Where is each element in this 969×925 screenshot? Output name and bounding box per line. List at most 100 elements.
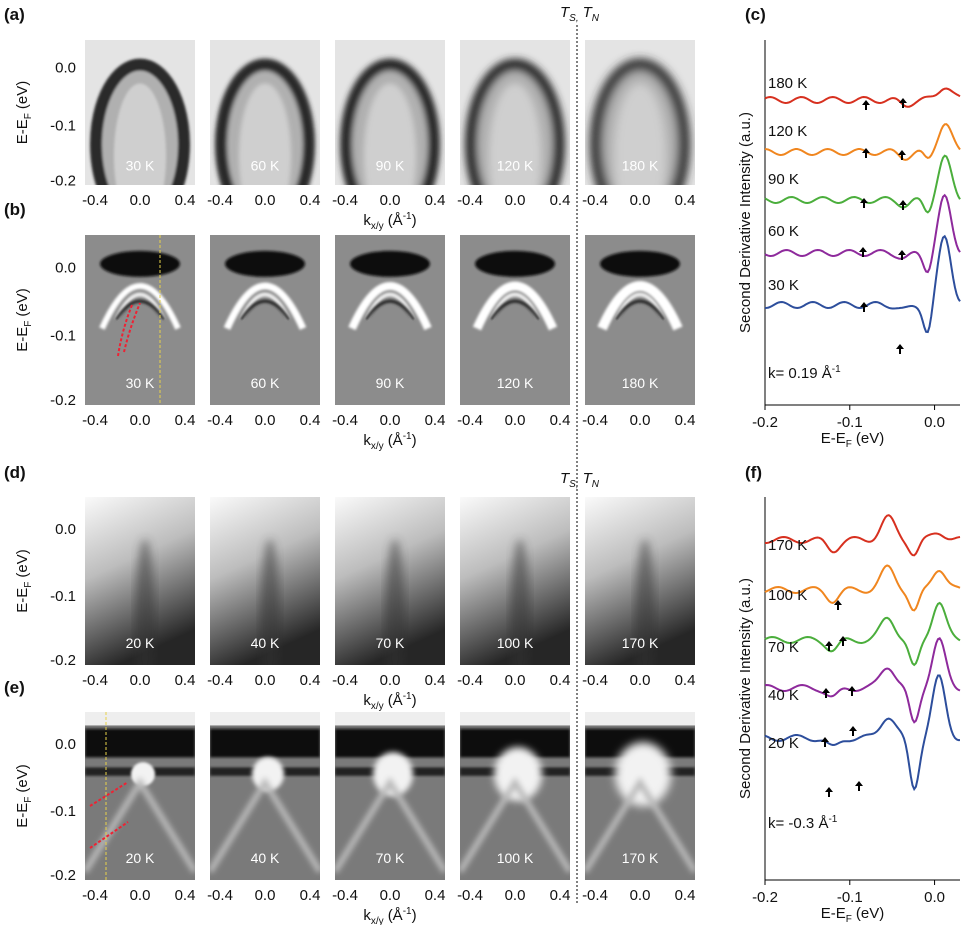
x-tick-label: -0.4 (332, 192, 358, 209)
band (489, 300, 541, 321)
band (350, 250, 430, 277)
band (385, 539, 405, 665)
k-label-part: -1 (832, 364, 841, 375)
x-axis-label-part: ) (412, 212, 417, 229)
k-label-part: -1 (828, 814, 837, 825)
arrow (898, 250, 906, 260)
y-axis-label-part: F (23, 113, 34, 119)
temperature-label: 20 K (126, 635, 155, 651)
x-tick-label: 0.0 (255, 672, 276, 689)
x-tick-label: -0.4 (582, 412, 608, 429)
x-axis-label-part: k (363, 432, 371, 449)
temperature-label: 120 K (768, 123, 807, 140)
y-tick-label: -0.2 (50, 173, 76, 190)
x-axis-label: kx/y (Å-1) (363, 211, 416, 232)
transition-label-part: T (560, 4, 571, 21)
x-tick-label: 0.0 (630, 887, 651, 904)
arpes-image (210, 235, 320, 405)
x-tick-label: 0.4 (675, 412, 696, 429)
y-axis-label-part: E-E (14, 803, 31, 828)
y-tick-label: 0.0 (55, 259, 76, 276)
band (475, 250, 555, 277)
y-tick-label: -0.1 (50, 327, 76, 344)
arpes-image (585, 40, 695, 185)
x-tick-label: 0.4 (550, 672, 571, 689)
x-tick-label: -0.4 (82, 412, 108, 429)
arrow (849, 726, 857, 736)
temperature-label: 100 K (768, 587, 807, 604)
arpes-image (460, 497, 570, 665)
panel-label: (c) (745, 5, 766, 24)
x-axis-label-part: (Å (388, 432, 403, 449)
arpes-image (585, 712, 695, 880)
band (223, 282, 307, 330)
y-axis-label-part: (eV) (14, 81, 31, 109)
temperature-label: 100 K (497, 850, 534, 866)
y-tick-label: 0.0 (55, 60, 76, 77)
x-tick-label: -0.4 (207, 192, 233, 209)
band (210, 776, 320, 874)
panel-label: (e) (4, 678, 25, 697)
spectrum-curve (764, 601, 961, 667)
y-tick-label: -0.1 (50, 588, 76, 605)
temperature-label: 90 K (376, 158, 405, 174)
transition-label-part: S, (569, 479, 578, 490)
arpes-image (460, 712, 570, 880)
temperature-label: 60 K (251, 375, 280, 391)
transition-label-part: T (560, 470, 571, 487)
temperature-label: 90 K (768, 171, 799, 188)
x-tick-label: 0.0 (380, 887, 401, 904)
x-tick-label: -0.4 (332, 672, 358, 689)
temperature-label: 30 K (768, 277, 799, 294)
x-tick-label: 0.4 (425, 672, 446, 689)
x-tick-label: 0.0 (380, 192, 401, 209)
y-axis-label-part: (eV) (14, 764, 31, 792)
arrow (821, 737, 829, 747)
temperature-label: 170 K (622, 635, 659, 651)
band (614, 292, 666, 321)
y-axis-label: Second Derivative Intensity (a.u.) (737, 112, 754, 333)
x-tick-label: 0.0 (380, 412, 401, 429)
arpes-image (85, 712, 195, 880)
temperature-label: 60 K (768, 223, 799, 240)
arpes-image (460, 235, 570, 405)
band (489, 83, 541, 185)
dispersion-guide (89, 821, 129, 849)
y-tick-label: -0.2 (50, 392, 76, 409)
x-tick-label: 0.4 (550, 192, 571, 209)
y-tick-label: -0.2 (50, 867, 76, 884)
temperature-label: 60 K (251, 158, 280, 174)
y-tick-label: 0.0 (55, 521, 76, 538)
x-axis-label-part: (Å (388, 212, 403, 229)
x-tick-label: 0.4 (175, 672, 196, 689)
x-tick-label: 0.0 (924, 889, 945, 906)
arrow (899, 98, 907, 108)
x-tick-label: 0.4 (550, 887, 571, 904)
x-axis-label-part: ) (412, 432, 417, 449)
band (460, 776, 570, 874)
spectrum-curve (764, 674, 960, 792)
temperature-label: 20 K (126, 850, 155, 866)
arpes-image (335, 497, 445, 665)
x-axis-label-part: -1 (403, 906, 412, 917)
arrow (898, 150, 906, 160)
x-axis-label-part: k (363, 212, 371, 229)
x-axis-label: E-EF (eV) (821, 430, 884, 450)
temperature-label: 20 K (768, 735, 799, 752)
spectrum-curve (764, 637, 961, 724)
band (100, 250, 180, 277)
band (114, 292, 166, 321)
band (600, 250, 680, 277)
x-tick-label: 0.4 (675, 887, 696, 904)
y-axis-label: Second Derivative Intensity (a.u.) (737, 578, 754, 799)
band (114, 300, 166, 321)
band (472, 281, 558, 331)
temperature-label: 180 K (768, 75, 807, 92)
x-tick-label: 0.0 (130, 887, 151, 904)
arpes-image (335, 40, 445, 185)
band (614, 83, 666, 185)
transition-label: TS, TN (560, 4, 600, 24)
arrow (862, 100, 870, 110)
x-tick-label: -0.4 (457, 412, 483, 429)
x-axis-label-part: E-E (821, 430, 846, 447)
